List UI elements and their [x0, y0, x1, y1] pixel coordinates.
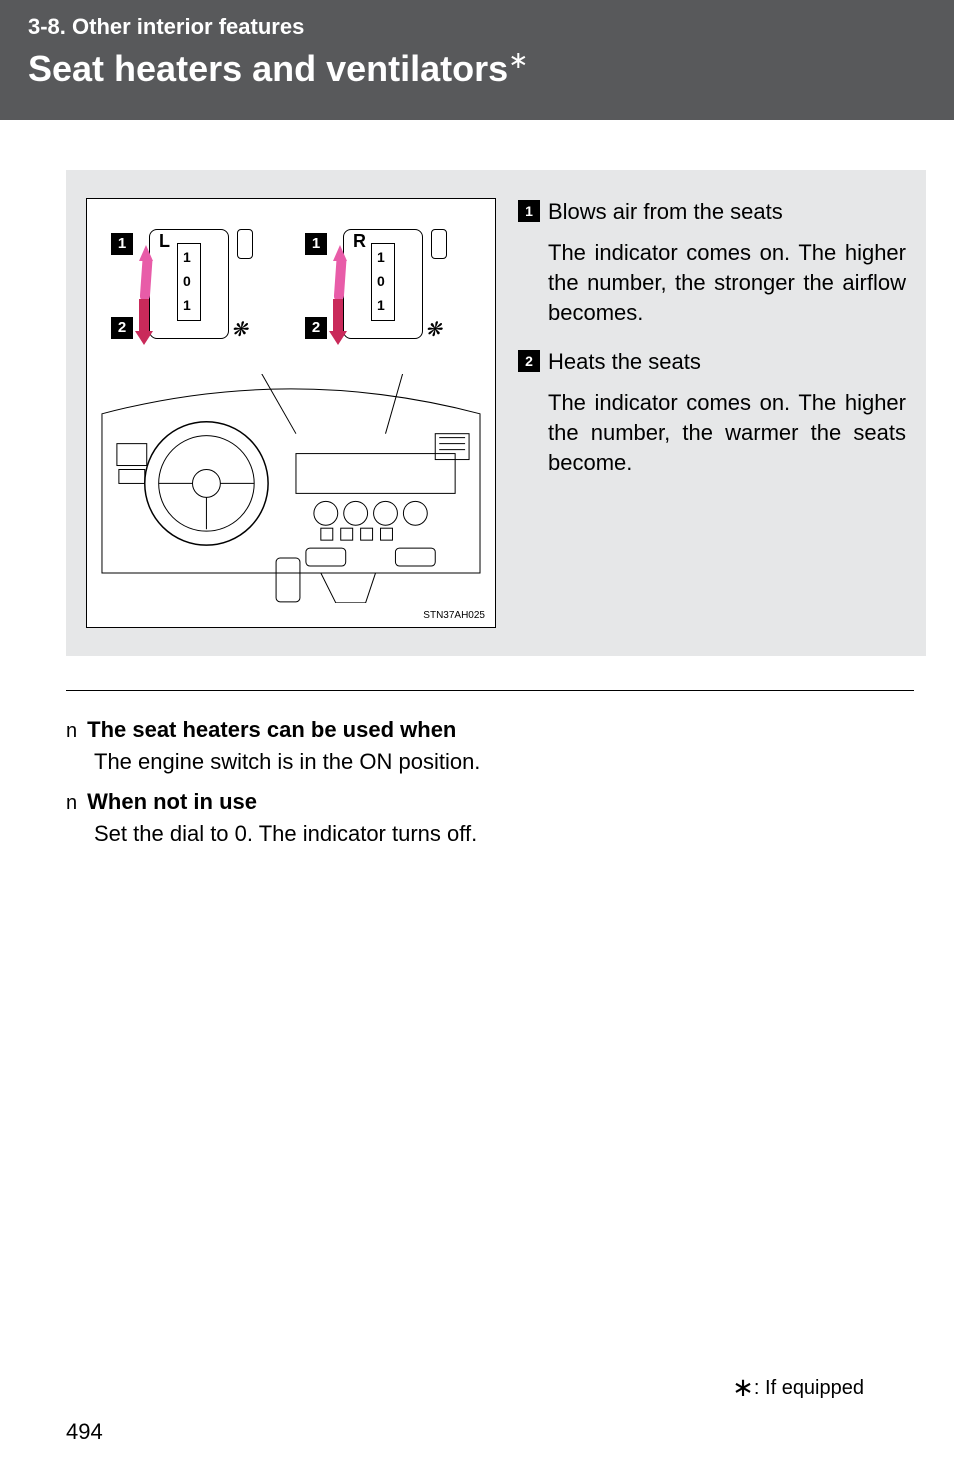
callout-2: 2 Heats the seats The indicator comes on…	[518, 348, 906, 478]
scale-top: 1	[183, 245, 191, 269]
callout-column: 1 Blows air from the seats The indicator…	[518, 198, 906, 628]
note-marker: n	[66, 792, 77, 815]
scale-bot: 1	[377, 293, 385, 317]
note-row: n When not in use Set the dial to 0. The…	[66, 789, 914, 847]
title-text: Seat heaters and ventilators	[28, 48, 508, 89]
page-number: 494	[66, 1419, 103, 1445]
note-title: The seat heaters can be used when	[87, 717, 456, 743]
fan-icon: ❋	[231, 317, 248, 342]
dial-scale: 1 0 1	[183, 245, 191, 317]
scale-top: 1	[377, 245, 385, 269]
notes-section: n The seat heaters can be used when The …	[66, 717, 914, 847]
callout-badge: 2	[518, 350, 540, 372]
callout-badge: 1	[518, 200, 540, 222]
scale-mid: 0	[183, 269, 191, 293]
diagram-code: STN37AH025	[423, 610, 485, 621]
scale-bot: 1	[183, 293, 191, 317]
callout-1: 1 Blows air from the seats The indicator…	[518, 198, 906, 328]
callout-desc: The indicator comes on. The higher the n…	[548, 238, 906, 328]
page-title: Seat heaters and ventilators∗	[28, 46, 926, 90]
arrow-down-icon	[333, 299, 343, 331]
footnote-star: ∗	[732, 1372, 754, 1402]
title-asterisk: ∗	[508, 47, 528, 74]
dial-letter-r: R	[353, 231, 366, 252]
content-panel: 1 2 L 1 0 1 ❋ 1 2 R 1 0 1	[66, 170, 926, 656]
indicator-icon	[431, 229, 447, 259]
note-body: Set the dial to 0. The indicator turns o…	[94, 821, 914, 847]
page-header: 3-8. Other interior features Seat heater…	[0, 0, 954, 120]
indicator-icon	[237, 229, 253, 259]
note-body: The engine switch is in the ON position.	[94, 749, 914, 775]
badge-1: 1	[305, 233, 327, 255]
arrow-up-icon	[333, 245, 347, 261]
arrow-up-icon	[139, 245, 153, 261]
badge-1: 1	[111, 233, 133, 255]
badge-2: 2	[305, 317, 327, 339]
dial-right-group: 1 2 R 1 0 1 ❋	[295, 223, 475, 353]
divider	[66, 690, 914, 691]
note-title: When not in use	[87, 789, 257, 815]
callout-title: Heats the seats	[548, 348, 701, 376]
callout-desc: The indicator comes on. The higher the n…	[548, 388, 906, 478]
arrow-down-icon	[139, 299, 149, 331]
note-row: n The seat heaters can be used when The …	[66, 717, 914, 775]
callout-title: Blows air from the seats	[548, 198, 783, 226]
note-marker: n	[66, 720, 77, 743]
scale-mid: 0	[377, 269, 385, 293]
badge-2: 2	[111, 317, 133, 339]
section-label: 3-8. Other interior features	[28, 14, 926, 40]
dial-scale: 1 0 1	[377, 245, 385, 317]
footnote-text: : If equipped	[754, 1377, 864, 1399]
dial-left-group: 1 2 L 1 0 1 ❋	[101, 223, 281, 353]
diagram: 1 2 L 1 0 1 ❋ 1 2 R 1 0 1	[86, 198, 496, 628]
dashboard-illustration	[97, 374, 485, 603]
dial-letter-l: L	[159, 231, 170, 252]
fan-icon: ❋	[425, 317, 442, 342]
footnote: ∗: If equipped	[732, 1372, 864, 1403]
